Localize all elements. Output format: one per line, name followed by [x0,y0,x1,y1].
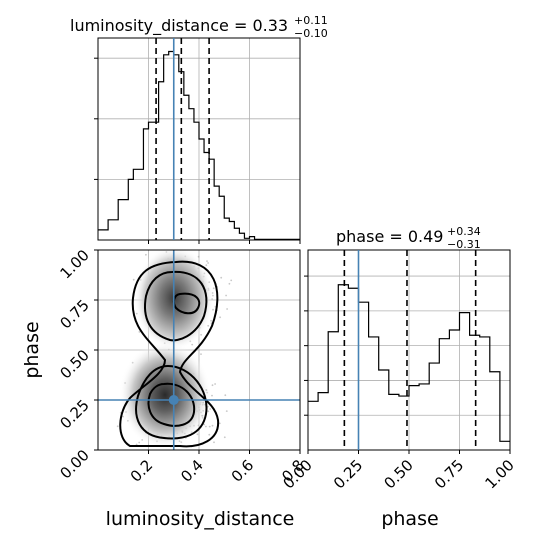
scatter-point [213,441,215,444]
x-axis-label-right: phase [381,508,438,530]
y-axis-label: phase [21,321,43,378]
phase-histogram-grid [308,250,510,450]
scatter-point [230,279,233,282]
scatter-point [225,410,228,412]
scatter-point [210,319,213,322]
scatter-point [214,383,217,385]
phase-title-lower: −0.31 [447,238,481,251]
scatter-point [208,433,211,436]
phase-title-upper: +0.34 [447,225,481,238]
ld-histogram-steps [98,50,300,240]
scatter-point [211,424,214,427]
contour-inner-bottom [147,382,196,427]
scatter-point [145,253,147,256]
ld-title-lower: −0.10 [294,27,328,40]
phase-x-tick-label: 1.00 [481,456,517,492]
contour-outer [119,260,220,448]
density-y-tick-label: 0.75 [56,296,92,332]
phase-x-tick-label: 0.25 [330,456,366,492]
x-axis-label-left: luminosity_distance [106,508,295,530]
scatter-point [208,425,211,428]
phase-histogram-panel: 0.00 0.25 0.50 0.75 1.00 phase = 0.49 +0.34 … [279,225,517,492]
phase-histogram-ticks: 0.00 0.25 0.50 0.75 1.00 [279,275,518,492]
scatter-point [196,433,199,436]
density-y-tick-label: 0.50 [56,346,92,382]
ld-histogram-panel: luminosity_distance = 0.33 +0.11 −0.10 [70,14,328,244]
scatter-point [218,422,221,425]
scatter-point [223,436,226,439]
scatter-point [138,441,141,444]
scatter-point [225,294,228,297]
scatter-point [135,443,138,446]
density-y-tick-label: 0.00 [56,446,92,482]
scatter-point [205,425,207,428]
scatter-point [211,394,213,397]
phase-x-tick-label: 0.00 [279,456,315,492]
scatter-point [219,316,222,319]
scatter-point [116,425,119,428]
scatter-point [206,260,208,262]
phase-histogram-steps [308,284,510,442]
phase-title: phase = 0.49 [336,227,443,246]
scatter-point [138,331,141,333]
contour-middle-top [144,270,208,342]
phase-x-tick-label: 0.75 [431,456,467,492]
density-x-tick-label: 0.4 [177,456,207,486]
ld-quantile-lines [155,38,210,240]
density-y-tick-label: 1.00 [56,246,92,282]
scatter-point [200,353,202,355]
ld-title-upper: +0.11 [294,14,328,27]
ld-title: luminosity_distance = 0.33 [70,16,288,36]
scatter-point [205,264,208,267]
scatter-point [226,308,229,310]
scatter-point [132,278,135,281]
density-2d-panel: 0.2 0.4 0.6 0.80.000.250.500.751.00 [56,246,308,486]
density-x-tick-label: 0.2 [127,456,157,486]
phase-quantile-lines [343,250,477,450]
contour-middle-bottom [135,364,208,440]
scatter-point [209,408,212,410]
scatter-point [228,282,231,285]
scatter-point [224,394,227,397]
scatter-point [220,276,223,279]
scatter-point [211,384,214,387]
scatter-point [207,262,210,264]
ld-histogram-ticks [94,57,301,244]
density-y-tick-label: 0.25 [56,396,92,432]
truth-point [168,395,179,405]
density-x-tick-label: 0.6 [228,456,258,486]
phase-x-tick-label: 0.50 [380,456,416,492]
